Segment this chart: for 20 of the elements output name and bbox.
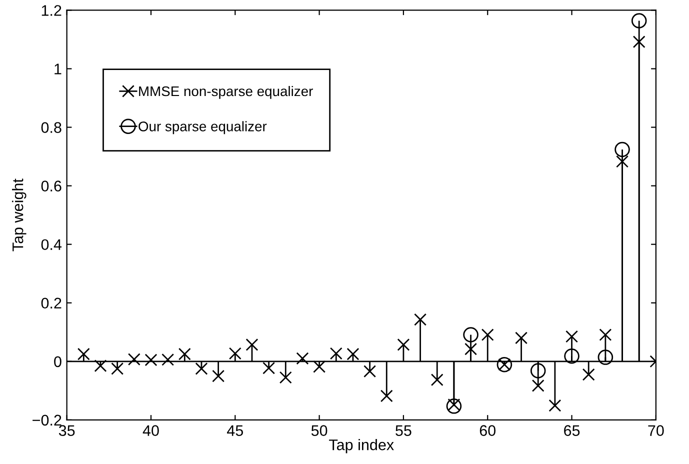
y-tick-label: 0.8 xyxy=(41,122,62,133)
x-tick-label: 65 xyxy=(564,425,580,436)
x-tick-label: 60 xyxy=(480,425,496,436)
y-tick-label: 0.2 xyxy=(41,298,62,309)
x-tick-label: 35 xyxy=(58,425,75,436)
y-tick-label: 1 xyxy=(54,64,62,74)
y-tick-label: −0.2 xyxy=(32,414,62,426)
x-tick-label: 50 xyxy=(311,425,328,436)
x-tick-label: 40 xyxy=(142,425,159,436)
y-axis-title: Tap weight xyxy=(12,178,26,252)
legend-label: Our sparse equalizer xyxy=(138,121,267,134)
legend-label: MMSE non-sparse equalizer xyxy=(139,86,313,99)
y-tick-label: 0 xyxy=(54,356,62,368)
x-tick-label: 45 xyxy=(227,425,244,436)
y-tick-label: 0.4 xyxy=(41,239,62,250)
x-axis-title: Tap index xyxy=(329,439,394,454)
y-tick-label: 0.6 xyxy=(41,180,62,192)
y-tick-label: 1.2 xyxy=(42,5,62,16)
x-tick-label: 70 xyxy=(648,425,664,436)
x-tick-label: 55 xyxy=(396,425,412,436)
